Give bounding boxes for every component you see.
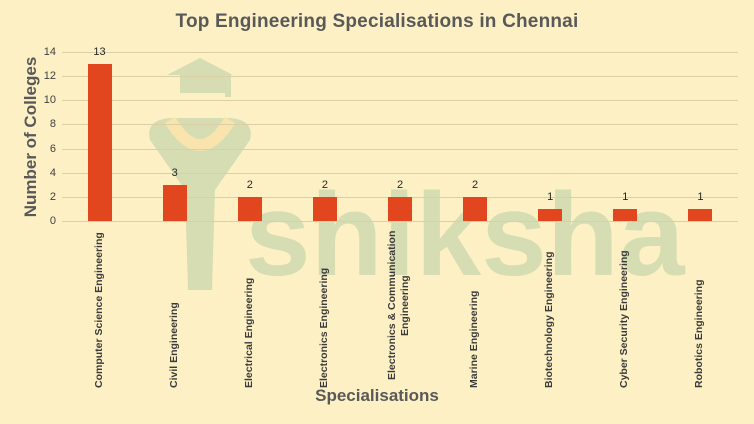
x-axis-title: Specialisations [315,386,439,405]
data-label: 2 [472,178,479,191]
bar[interactable] [613,208,638,221]
data-label: 3 [171,166,178,179]
bar[interactable] [312,196,337,221]
gridline [62,52,738,53]
y-tick-label: 10 [43,94,56,107]
data-label: 2 [246,178,253,191]
data-label: 1 [622,190,629,203]
data-label: 1 [697,190,704,203]
chart-title: Top Engineering Specialisations in Chenn… [175,11,579,32]
gridline [62,100,738,101]
y-tick-label: 6 [49,142,56,155]
bar[interactable] [237,196,262,221]
data-label: 2 [396,178,404,191]
x-tick-label: Robotics Engineering [693,279,706,388]
bar[interactable] [388,196,412,221]
x-tick-label: Electronics Engineering [317,267,330,388]
x-tick-label: Computer Science Engineering [92,232,105,388]
bar[interactable] [538,208,563,221]
gridline [62,76,738,77]
bar[interactable] [87,64,112,221]
data-label: 2 [321,178,328,191]
x-tick-label: Civil Engineering [167,302,180,388]
bar[interactable] [162,184,187,221]
y-tick-label: 14 [43,46,56,58]
x-tick-label: Cyber Security Engineering [618,250,631,388]
x-tick-label: Electrical Engineering [242,277,255,388]
gridline [62,221,738,222]
y-tick-label: 2 [49,190,56,203]
x-tick-label: Marine Engineering [468,290,481,388]
y-tick-label: 4 [49,166,56,179]
bar[interactable] [463,196,488,221]
y-tick-label: 8 [49,118,56,131]
data-label: 1 [547,190,554,203]
y-tick-label: 12 [43,70,56,83]
y-tick-label: 0 [49,215,56,227]
x-tick-label: Biotechnology Engineering [543,251,556,388]
data-label: 13 [93,46,106,59]
gridline [62,149,738,150]
gridline [62,173,738,174]
bar[interactable] [688,208,713,221]
gridline [62,124,738,125]
x-tick-label: Electronics & Communication Engineering [386,230,411,381]
